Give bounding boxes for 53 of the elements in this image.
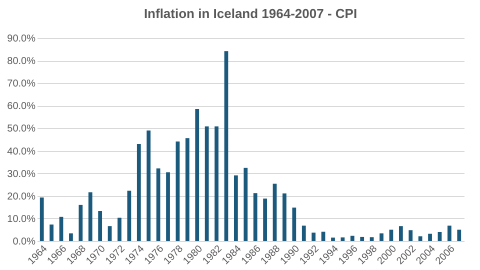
bar (282, 193, 286, 241)
bar (224, 51, 228, 241)
y-tick-label: 60.0% (7, 101, 36, 112)
bar (98, 211, 102, 241)
y-tick-label: 10.0% (7, 214, 36, 225)
bar (408, 230, 413, 241)
bar (146, 130, 151, 241)
bar (438, 232, 442, 241)
bar (302, 226, 306, 241)
y-tick-label: 90.0% (7, 34, 36, 44)
bar (360, 236, 364, 241)
bar (214, 126, 218, 241)
bar (88, 192, 92, 241)
bar (380, 233, 384, 241)
bar (418, 236, 422, 241)
y-tick-label: 40.0% (7, 146, 36, 158)
bar (78, 204, 83, 241)
bar (350, 236, 354, 241)
bar (312, 232, 316, 241)
bar (292, 208, 296, 241)
bar (448, 226, 452, 241)
bar (244, 168, 248, 241)
bar (108, 226, 112, 241)
bar (69, 233, 73, 241)
bar (457, 230, 462, 241)
bar (398, 226, 403, 241)
bar (156, 168, 160, 241)
bar (176, 142, 180, 241)
bar (40, 197, 44, 241)
bar (428, 234, 432, 241)
bar (50, 224, 54, 241)
y-tick-label: 70.0% (7, 78, 36, 90)
y-tick-label: 50.0% (7, 124, 36, 135)
y-tick-label: 30.0% (7, 168, 36, 180)
y-tick-label: 0.0% (12, 236, 36, 248)
bar (253, 193, 258, 241)
bar (59, 216, 64, 241)
bar (185, 138, 190, 241)
bar (204, 126, 209, 241)
bar (389, 230, 394, 241)
bar (136, 144, 141, 241)
bar (263, 198, 267, 241)
chart-title: Inflation in Iceland 1964-2007 - CPI (144, 6, 358, 21)
bar (234, 175, 238, 241)
bar (195, 109, 200, 241)
bar (166, 172, 170, 241)
bar (370, 237, 374, 241)
y-tick-label: 20.0% (7, 191, 36, 202)
bar (127, 190, 132, 241)
bar (118, 218, 122, 241)
bar (272, 184, 277, 241)
y-tick-label: 80.0% (7, 56, 36, 68)
bar (331, 238, 335, 241)
